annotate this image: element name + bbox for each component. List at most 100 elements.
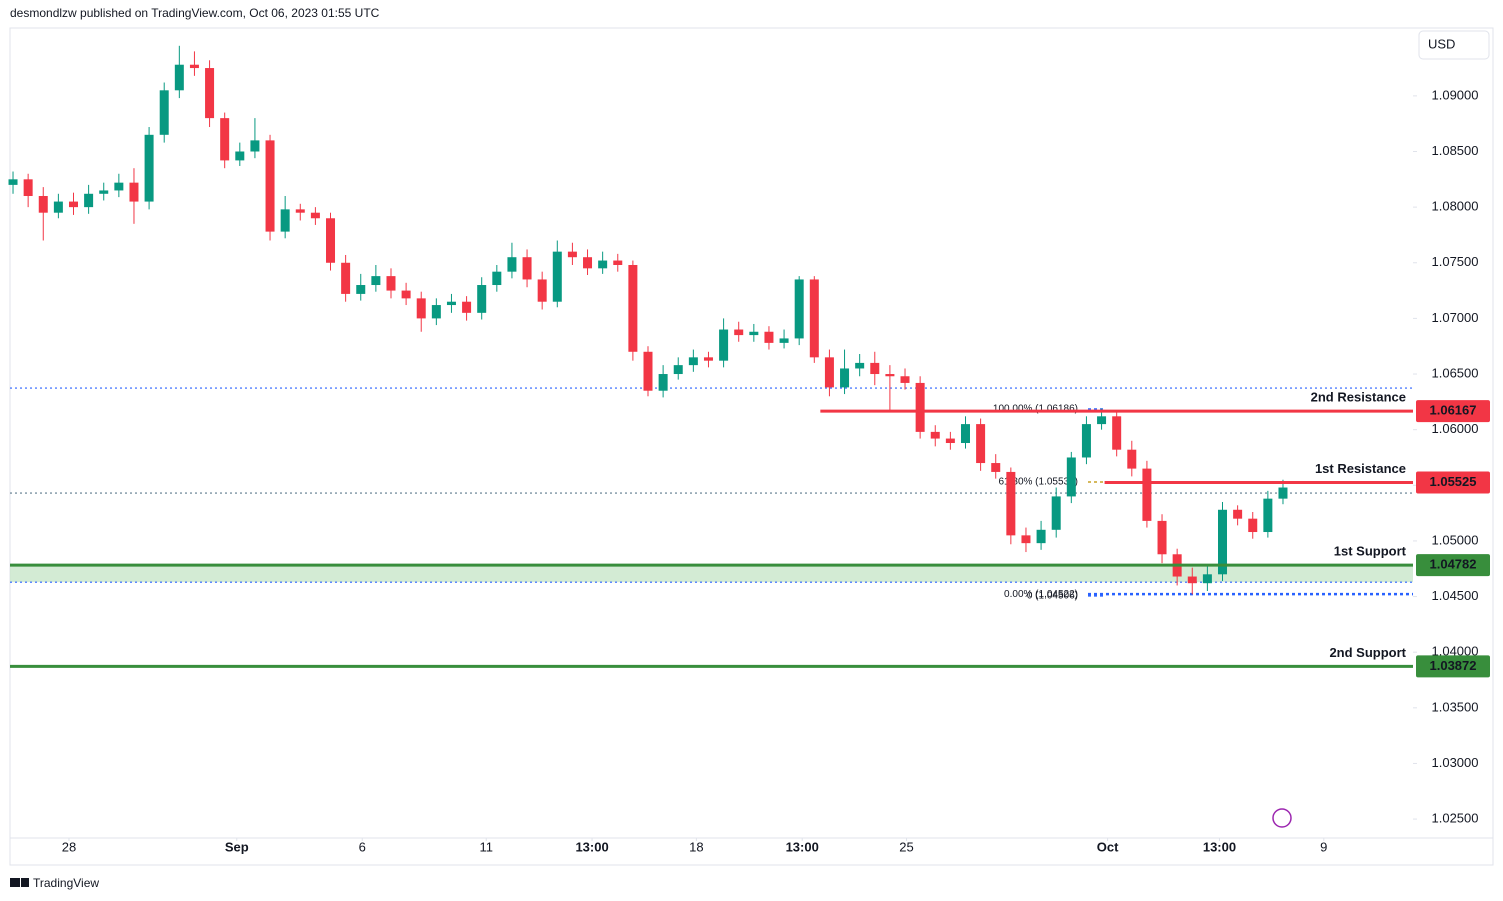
candle-body [1066, 457, 1076, 497]
candle-body [613, 260, 623, 265]
candle-body [250, 140, 260, 152]
x-tick-label: 13:00 [575, 839, 608, 854]
fib-label: 61.80% (1.05530) [998, 477, 1078, 488]
candle-body [915, 382, 925, 432]
candle-body [205, 68, 215, 119]
currency: USD [1428, 36, 1455, 51]
candle-body [326, 218, 336, 263]
candle-body [1248, 518, 1258, 533]
candle-body [764, 331, 774, 343]
candle-body [38, 196, 48, 213]
candle-body [431, 305, 441, 319]
candle-body [1127, 449, 1137, 469]
x-tick-label: Oct [1097, 839, 1119, 854]
candle-body [84, 193, 94, 208]
candle-body [537, 279, 547, 302]
candle-body [371, 276, 381, 286]
candle-body [99, 190, 109, 194]
y-tick-label: 1.03000 [1432, 755, 1479, 770]
candle-body [598, 260, 608, 269]
candle-body [628, 264, 638, 352]
candle-body [734, 329, 744, 336]
y-tick-label: 1.08000 [1432, 199, 1479, 214]
candle-body [870, 362, 880, 375]
candle-body [567, 251, 577, 258]
level-name: 1st Support [1334, 544, 1407, 559]
y-tick-label: 1.06500 [1432, 365, 1479, 380]
y-tick-label: 1.04500 [1432, 588, 1479, 603]
candle-body [1157, 520, 1167, 555]
candle-body [703, 357, 713, 361]
candle-body [416, 298, 426, 319]
level-name: 2nd Resistance [1311, 390, 1406, 405]
candle-body [462, 301, 472, 313]
x-tick-label: Sep [225, 839, 249, 854]
candle-body [930, 431, 940, 439]
fib-label: 0 (1.04506) [1027, 591, 1078, 602]
candle-body [144, 134, 154, 202]
price-badge-label: 1.03872 [1430, 658, 1477, 673]
currency-box[interactable] [1418, 30, 1490, 60]
level-name: 1st Resistance [1315, 461, 1406, 476]
candle-body [220, 118, 230, 161]
candle-body [658, 374, 668, 391]
candle-body [945, 438, 955, 444]
x-tick-label: 25 [899, 839, 913, 854]
candle-body [991, 463, 1001, 472]
candle-body [386, 276, 396, 291]
fib-label: 100.00% (1.06186) [993, 404, 1078, 415]
x-tick-label: 28 [62, 839, 76, 854]
candle-body [1051, 496, 1061, 530]
y-tick-label: 1.02500 [1432, 811, 1479, 826]
candle-body [1097, 416, 1107, 425]
candle-body [1112, 416, 1122, 450]
candle-body [235, 151, 245, 161]
candle-body [159, 90, 169, 135]
candle-body [809, 279, 819, 358]
candle-body [23, 179, 33, 197]
candle-body [1006, 471, 1016, 536]
candle-body [8, 179, 18, 185]
support-zone [10, 565, 1413, 583]
price-badge [1416, 400, 1490, 423]
candle-body [507, 257, 517, 272]
candle-body [341, 262, 351, 294]
candle-body [1081, 424, 1091, 458]
candle-body [749, 331, 759, 336]
x-tick-label: 13:00 [786, 839, 819, 854]
candle-body [522, 257, 532, 280]
price-badge-label: 1.06167 [1430, 403, 1477, 418]
candle-body [1021, 535, 1031, 544]
candle-body [1142, 468, 1152, 521]
candle-body [114, 182, 124, 191]
frame [9, 27, 1494, 866]
candle-body [401, 290, 411, 299]
candle-body [688, 357, 698, 366]
y-tick-label: 1.07000 [1432, 310, 1479, 325]
x-tick-label: 13:00 [1203, 839, 1236, 854]
price-badge-label: 1.05525 [1430, 474, 1477, 489]
candle-body [643, 351, 653, 391]
price-badge [1416, 655, 1490, 678]
candle-body [583, 257, 593, 269]
candle-body [492, 271, 502, 286]
level-name: 2nd Support [1329, 645, 1406, 660]
candle-body [265, 140, 275, 232]
price-badge-label: 1.04782 [1430, 557, 1477, 572]
candle-body [53, 201, 63, 213]
footer-logo [10, 878, 29, 887]
y-tick-label: 1.04000 [1432, 644, 1479, 659]
candle-body [446, 301, 456, 306]
fib-label: 0.00% (1.04522) [1004, 589, 1078, 600]
candle-body [794, 279, 804, 339]
candle-body [1233, 509, 1243, 519]
alert-icon[interactable] [1272, 808, 1292, 828]
candle-body [552, 251, 562, 302]
x-tick-label: 9 [1320, 839, 1327, 854]
header: desmondlzw published on TradingView.com,… [10, 6, 380, 20]
y-tick-label: 1.08500 [1432, 143, 1479, 158]
candle-body [1036, 529, 1046, 544]
candle-body [1278, 487, 1288, 499]
